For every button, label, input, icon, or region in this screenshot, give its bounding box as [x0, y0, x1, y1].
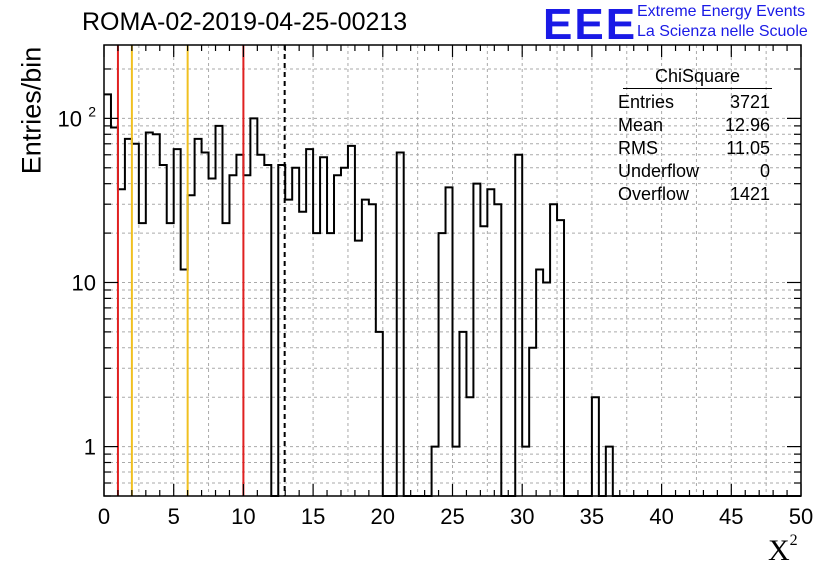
stats-row-mean: Mean 12.96	[613, 114, 778, 137]
logo-line-2: La Scienza nelle Scuole	[637, 23, 808, 40]
stats-value: 3721	[729, 92, 770, 112]
stats-label: Mean	[618, 115, 664, 135]
eee-logo: EEE	[543, 0, 638, 49]
logo-line-1: Extreme Energy Events	[637, 3, 806, 20]
x-tick-label: 40	[649, 504, 673, 529]
x-tick-label: 50	[789, 504, 813, 529]
y-tick-label: 1	[84, 435, 96, 460]
stats-row-underflow: Underflow 0	[613, 160, 778, 183]
stats-label: RMS	[618, 138, 658, 158]
y-axis-label: Entries/bin	[16, 46, 47, 175]
y-tick-label: 10	[72, 270, 96, 295]
stats-value: 1421	[729, 184, 770, 204]
stats-label: Underflow	[618, 161, 700, 181]
x-tick-label: 10	[231, 504, 255, 529]
x-tick-label: 45	[719, 504, 743, 529]
stats-label: Overflow	[618, 184, 690, 204]
stats-value: 12.96	[724, 115, 770, 135]
x-axis-label: X2	[768, 532, 798, 568]
x-tick-label: 15	[301, 504, 325, 529]
histogram-series	[104, 93, 801, 497]
x-tick-label: 0	[98, 504, 110, 529]
stats-value: 11.05	[726, 138, 770, 158]
x-tick-label: 35	[580, 504, 604, 529]
x-tick-label: 5	[168, 504, 180, 529]
stats-label: Entries	[618, 92, 675, 112]
x-axis-label-sup: 2	[789, 532, 798, 549]
x-tick-label: 25	[440, 504, 464, 529]
stats-box: ChiSquare Entries 3721 Mean 12.96 RMS 11.05…	[613, 66, 778, 206]
x-tick-label: 30	[510, 504, 534, 529]
y-tick-label-exponent: 2	[88, 103, 96, 119]
x-axis-label-base: X	[768, 534, 790, 567]
y-tick-label: 10	[58, 106, 82, 131]
x-tick-label: 20	[371, 504, 395, 529]
stats-row-overflow: Overflow 1421	[613, 183, 778, 206]
chart-title: ROMA-02-2019-04-25-00213	[82, 8, 408, 36]
stats-value: 0	[759, 161, 770, 181]
stats-title: ChiSquare	[623, 66, 772, 89]
stats-row-entries: Entries 3721	[613, 91, 778, 114]
stats-row-rms: RMS 11.05	[613, 137, 778, 160]
